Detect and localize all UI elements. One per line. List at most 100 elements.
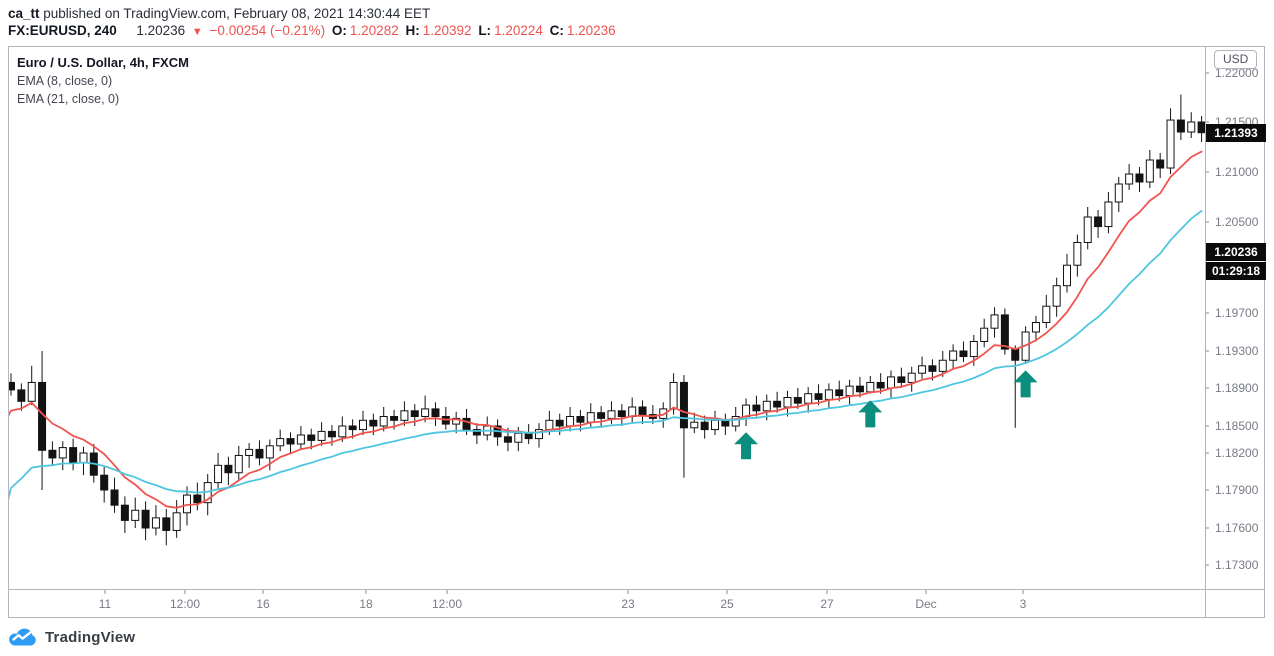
tradingview-brand-text: TradingView [45, 629, 136, 646]
candle-up [234, 454, 243, 474]
candle-up [58, 447, 67, 459]
candle-down [597, 412, 606, 419]
candle-up [214, 464, 223, 484]
author-name: ca_tt [8, 6, 40, 21]
legend-ema21: EMA (21, close, 0) [17, 92, 120, 106]
candle-down [9, 381, 15, 391]
candle-down [638, 406, 647, 416]
bar-countdown-badge: 01:29:18 [1206, 262, 1266, 281]
price-tick-label: 1.22000 [1215, 66, 1259, 80]
time-tick-label: 16 [256, 597, 270, 611]
buy-arrow-marker [734, 432, 759, 460]
currency-toggle-button[interactable]: USD [1214, 50, 1258, 69]
legend-symbol-title: Euro / U.S. Dollar, 4h, FXCM [17, 55, 189, 70]
candle-up [1104, 201, 1113, 228]
time-tick-label: 27 [820, 597, 834, 611]
time-tick-label: 18 [359, 597, 373, 611]
candle-down [814, 393, 823, 400]
candle-down [555, 419, 564, 427]
candle-up [731, 416, 740, 427]
candle-down [120, 504, 129, 521]
time-tick-label: 25 [720, 597, 734, 611]
price-tick-label: 1.17300 [1215, 558, 1259, 572]
candle-up [317, 430, 326, 441]
candle-up [1063, 264, 1072, 287]
candle-up [969, 341, 978, 358]
publish-info: ca_tt published on TradingView.com, Febr… [8, 6, 430, 21]
candle-up [1073, 241, 1082, 266]
candle-down [348, 425, 357, 431]
publish-text: published on TradingView.com, February 0… [39, 6, 431, 21]
candle-up [535, 429, 544, 440]
candle-down [162, 517, 171, 531]
candle-up [172, 512, 181, 531]
candle-down [48, 449, 57, 459]
candle-up [400, 410, 409, 421]
candle-down [959, 350, 968, 358]
candle-up [980, 327, 989, 343]
price-tick-label: 1.18200 [1215, 446, 1259, 460]
close-label: C: [549, 23, 564, 38]
candle-down [286, 438, 295, 445]
candle-down [141, 509, 150, 529]
candle-down [876, 381, 885, 389]
candle-up [938, 359, 947, 372]
price-tick-label: 1.18500 [1215, 419, 1259, 433]
candle-up [990, 314, 999, 329]
chart-legend: Euro / U.S. Dollar, 4h, FXCM EMA (8, clo… [17, 54, 189, 108]
candle-down [855, 385, 864, 393]
candle-down [1094, 216, 1103, 228]
candle-up [131, 509, 140, 521]
time-tick-label: Dec [915, 597, 937, 611]
candle-down [1000, 314, 1009, 350]
time-tick-label: 23 [621, 597, 635, 611]
candle-down [835, 389, 844, 397]
candle-down [576, 416, 585, 423]
symbol-last-price: 1.20236 [136, 23, 186, 38]
candle-down [100, 474, 109, 491]
tradingview-attribution[interactable]: TradingView [8, 628, 135, 647]
candle-down [307, 434, 316, 441]
series-group [9, 94, 1205, 546]
open-label: O: [331, 23, 347, 38]
candle-down [390, 416, 399, 421]
candle-down [1135, 173, 1144, 183]
candle-up [379, 416, 388, 427]
candle-down [793, 397, 802, 404]
time-tick-label: 12:00 [169, 597, 201, 611]
candle-down [503, 436, 512, 443]
candle-up [1052, 285, 1061, 307]
close-value: 1.20236 [566, 23, 616, 38]
candle-down [110, 489, 119, 506]
candle-up [1031, 322, 1040, 333]
candle-up [1114, 183, 1123, 203]
candle-down [752, 404, 761, 412]
price-tick-label: 1.18900 [1215, 381, 1259, 395]
candle-down [897, 376, 906, 383]
candle-up [1042, 305, 1051, 323]
candle-down [255, 448, 264, 459]
candle-up [1187, 121, 1196, 133]
candle-down [617, 410, 626, 417]
candle-down [1156, 159, 1165, 169]
price-tick-label: 1.21000 [1215, 165, 1259, 179]
price-tick-label: 1.20500 [1215, 215, 1259, 229]
low-label: L: [478, 23, 492, 38]
candle-up [949, 350, 958, 361]
open-value: 1.20282 [349, 23, 399, 38]
candle-down [224, 464, 233, 474]
candle-down [431, 408, 440, 417]
price-change: −0.00254 (−0.21%) [209, 23, 326, 38]
candle-up [265, 445, 274, 459]
candle-up [1166, 119, 1175, 169]
price-tick-label: 1.19700 [1215, 306, 1259, 320]
candle-up [762, 400, 771, 412]
chart-frame [8, 46, 1265, 618]
time-tick-label: 3 [1019, 597, 1027, 611]
high-label: H: [405, 23, 420, 38]
candle-up [514, 432, 523, 443]
candle-up [1083, 216, 1092, 243]
candle-up [1125, 173, 1134, 185]
candle-down [928, 365, 937, 372]
